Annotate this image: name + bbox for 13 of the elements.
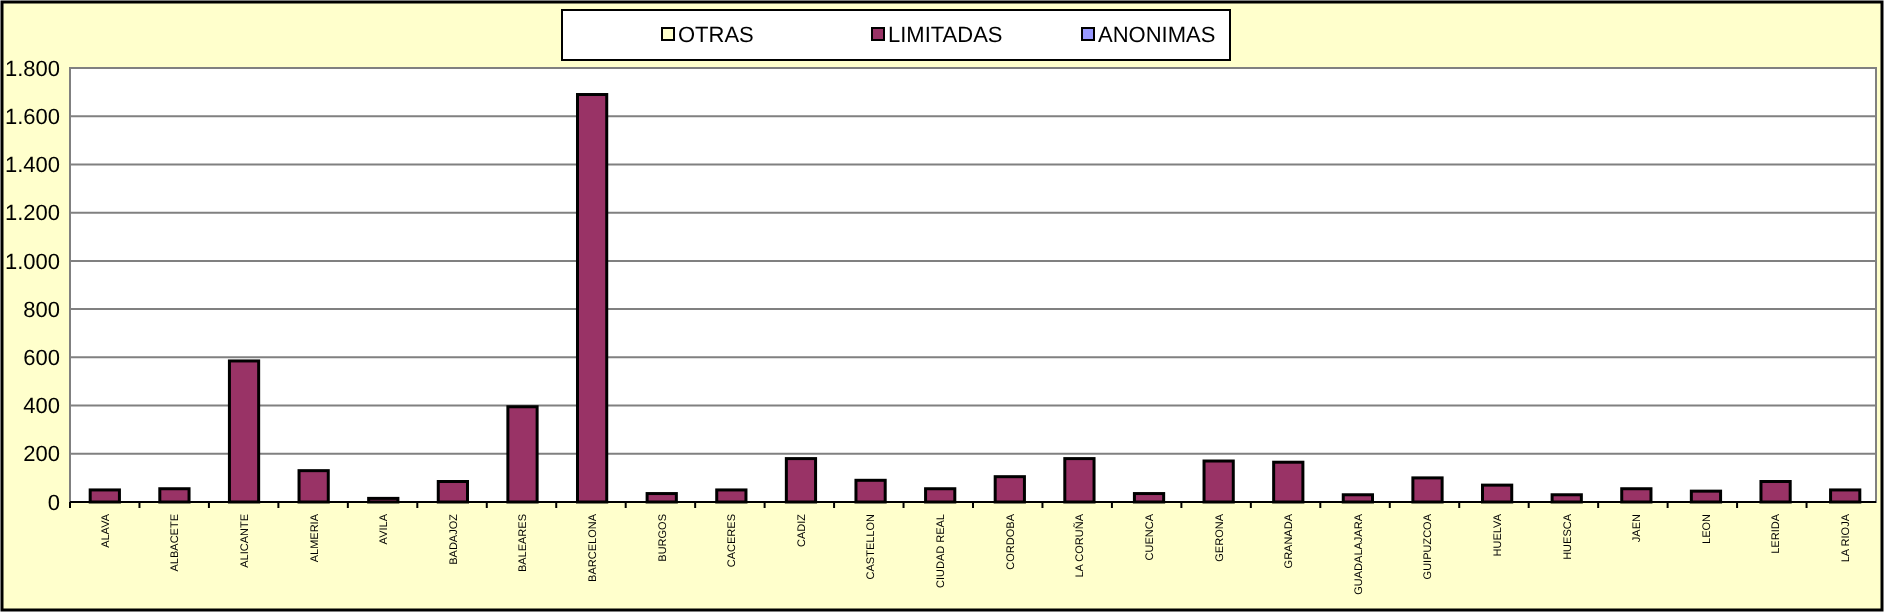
y-tick-label: 800 — [23, 298, 60, 323]
y-tick-label: 600 — [23, 347, 60, 372]
y-tick-label: 1.000 — [4, 250, 60, 275]
legend-label: ANONIMAS — [1098, 23, 1216, 48]
y-tick-label: 0 — [47, 491, 60, 516]
y-tick-label: 200 — [23, 443, 60, 468]
legend-label: LIMITADAS — [888, 23, 1003, 48]
y-tick-label: 1.600 — [4, 105, 60, 130]
legend-label: OTRAS — [678, 23, 754, 48]
y-tick-label: 1.200 — [4, 202, 60, 227]
y-tick-label: 1.400 — [4, 154, 60, 179]
y-tick-label: 400 — [23, 395, 60, 420]
y-tick-label: 1.800 — [4, 57, 60, 82]
